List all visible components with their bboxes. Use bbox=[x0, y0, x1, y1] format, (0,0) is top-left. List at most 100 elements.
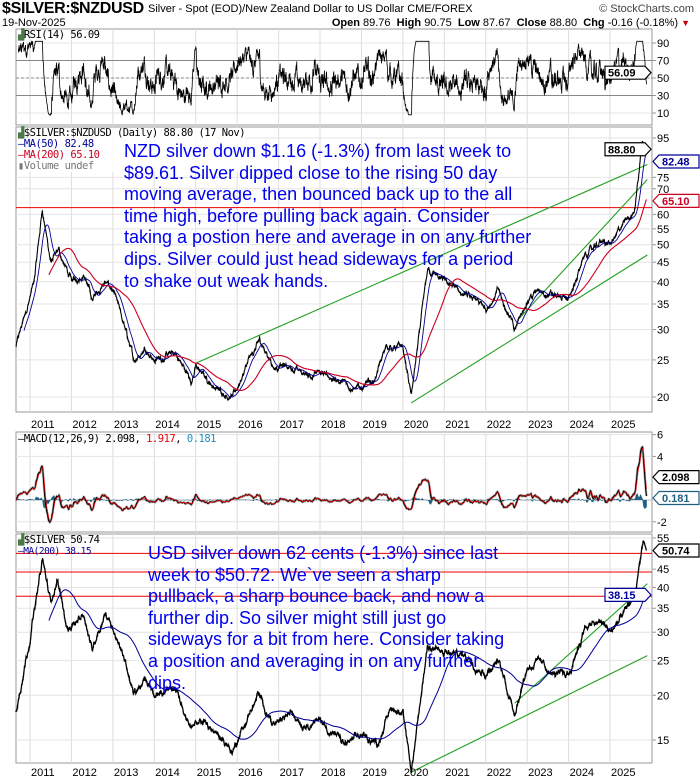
x-axis-label: 2019 bbox=[362, 419, 386, 431]
rsi-y-label: 30 bbox=[657, 91, 669, 103]
x-axis-label: 2021 bbox=[445, 767, 469, 779]
price-legend: ▟$SILVER:$NZDUSD (Daily) 88.80 (17 Nov) … bbox=[18, 127, 246, 172]
usd-y-label: 40 bbox=[657, 582, 669, 594]
nzd-ma50-line bbox=[23, 151, 647, 398]
usd-y-label: 35 bbox=[657, 603, 669, 615]
nzd-y-label: 55 bbox=[657, 224, 669, 236]
macd-legend-name: MACD(12,26,9) bbox=[23, 433, 100, 445]
x-axis-label: 2024 bbox=[570, 419, 594, 431]
ohlc-readout: Open 89.76 High 90.75 Low 87.67 Close 88… bbox=[332, 17, 690, 30]
value-tag-box bbox=[652, 543, 700, 558]
usd-y-label: 55 bbox=[657, 533, 669, 545]
value-tag-box bbox=[652, 490, 700, 506]
x-axis-label: 2025 bbox=[611, 419, 635, 431]
x-axis-label: 2022 bbox=[487, 767, 511, 779]
x-axis-label: 2020 bbox=[404, 767, 428, 779]
usd-y-label: 45 bbox=[657, 564, 669, 576]
macd-legend-value: 2.098 bbox=[105, 433, 135, 445]
usd-legend-title: $SILVER 50.74 bbox=[23, 534, 100, 546]
value-tag-text: 2.098 bbox=[662, 472, 690, 484]
value-tag-box bbox=[604, 142, 652, 157]
value-tag-box bbox=[604, 65, 652, 80]
value-tag-text: 65.10 bbox=[662, 196, 690, 208]
usd-ma200-tag: 38.15 bbox=[604, 587, 652, 602]
x-axis-label: 2020 bbox=[404, 419, 428, 431]
close-label: Close bbox=[516, 17, 547, 29]
ma200-legend: MA(200) 65.10 bbox=[23, 149, 100, 161]
value-tag-box bbox=[652, 154, 700, 169]
nzd-ma200-tag: 65.10 bbox=[652, 193, 700, 208]
x-axis-label: 2014 bbox=[155, 767, 179, 779]
value-tag-text: 82.48 bbox=[662, 157, 690, 169]
rsi-y-label: 90 bbox=[657, 38, 669, 50]
usd-annotation: USD silver down 62 cents (-1.3%) since l… bbox=[148, 543, 505, 693]
value-tag-text: 88.80 bbox=[608, 144, 636, 156]
x-axis-label: 2015 bbox=[197, 419, 221, 431]
nzd-price-panel bbox=[15, 126, 653, 413]
rsi-line bbox=[18, 40, 647, 116]
trendline bbox=[195, 164, 648, 364]
value-tag-box bbox=[652, 193, 700, 208]
rsi-legend-text: RSI(14) 56.09 bbox=[23, 29, 100, 41]
price-legend-title: $SILVER:$NZDUSD (Daily) 88.80 (17 Nov) bbox=[23, 127, 246, 139]
macd-current-tag: 2.098 bbox=[652, 470, 700, 485]
trendline bbox=[410, 254, 648, 404]
x-axis-label: 2013 bbox=[114, 767, 138, 779]
x-axis-label: 2025 bbox=[611, 767, 635, 779]
x-axis-label: 2015 bbox=[197, 767, 221, 779]
x-axis-label: 2014 bbox=[155, 419, 179, 431]
chart-type-icon: ▟ bbox=[18, 29, 24, 41]
x-axis-label: 2018 bbox=[321, 767, 345, 779]
trendline bbox=[410, 655, 648, 773]
close-value: 88.80 bbox=[549, 17, 578, 29]
brand-logo: © StockCharts.com bbox=[599, 3, 694, 15]
x-axis-label: 2024 bbox=[570, 767, 594, 779]
x-axis-label: 2017 bbox=[280, 419, 304, 431]
x-axis-label: 2022 bbox=[487, 419, 511, 431]
nzd-y-label: 25 bbox=[657, 355, 669, 367]
nzd-y-label: 75 bbox=[657, 172, 669, 184]
ma50-swatch-icon: — bbox=[18, 138, 24, 150]
x-axis-label: 2011 bbox=[31, 767, 55, 779]
chart-type-icon: ▟ bbox=[18, 534, 24, 546]
x-axis-label: 2011 bbox=[31, 419, 55, 431]
macd-y-label: 4 bbox=[657, 451, 663, 463]
nzd-y-label: 35 bbox=[657, 299, 669, 311]
value-tag-box bbox=[604, 587, 652, 602]
nzd-y-label: 60 bbox=[657, 209, 669, 221]
rsi-y-label: 10 bbox=[657, 108, 669, 120]
hist-legend-value: 0.181 bbox=[186, 433, 217, 445]
x-axis-label: 2018 bbox=[321, 419, 345, 431]
chart-symbol: $SILVER:$NZDUSD bbox=[2, 0, 144, 17]
ma50-legend: MA(50) 82.48 bbox=[23, 138, 94, 150]
ma200-swatch-icon: — bbox=[18, 149, 24, 161]
usd-ma200-legend: MA(200) 38.15 bbox=[23, 546, 92, 557]
chg-value: -0.16 (-0.18%) bbox=[607, 17, 679, 29]
rsi-y-label: 70 bbox=[657, 56, 669, 68]
value-tag-box bbox=[652, 470, 700, 485]
macd-swatch-icon: — bbox=[18, 433, 24, 445]
usd-y-label: 15 bbox=[657, 735, 669, 747]
x-axis-label: 2016 bbox=[238, 419, 262, 431]
nzd-ma200-line bbox=[48, 199, 648, 392]
high-value: 90.75 bbox=[424, 17, 452, 29]
usd-price-tag: 50.74 bbox=[652, 543, 700, 558]
nzd-y-label: 20 bbox=[657, 392, 669, 404]
macd-y-label: -2 bbox=[657, 517, 667, 529]
macd-signal-line bbox=[15, 447, 647, 522]
x-axis-label: 2023 bbox=[528, 767, 552, 779]
trendline bbox=[518, 179, 648, 320]
low-label: Low bbox=[457, 17, 480, 29]
rsi-y-label: 50 bbox=[657, 73, 669, 85]
chart-type-icon: ▟ bbox=[18, 127, 24, 139]
nzd-price-tag: 88.80 bbox=[604, 142, 652, 157]
usd-legend: ▟$SILVER 50.74 —MA(200) 38.15 bbox=[18, 534, 100, 558]
usd-y-label: 25 bbox=[657, 656, 669, 668]
chg-label: Chg bbox=[583, 17, 605, 29]
nzd-ma50-tag: 82.48 bbox=[652, 154, 700, 169]
macd-hist-tag: 0.181 bbox=[652, 490, 700, 506]
nzd-y-label: 70 bbox=[657, 184, 669, 196]
down-arrow-icon: ▼ bbox=[681, 18, 690, 28]
macd-legend: —MACD(12,26,9) 2.098, 1.917, 0.181 bbox=[18, 433, 217, 445]
